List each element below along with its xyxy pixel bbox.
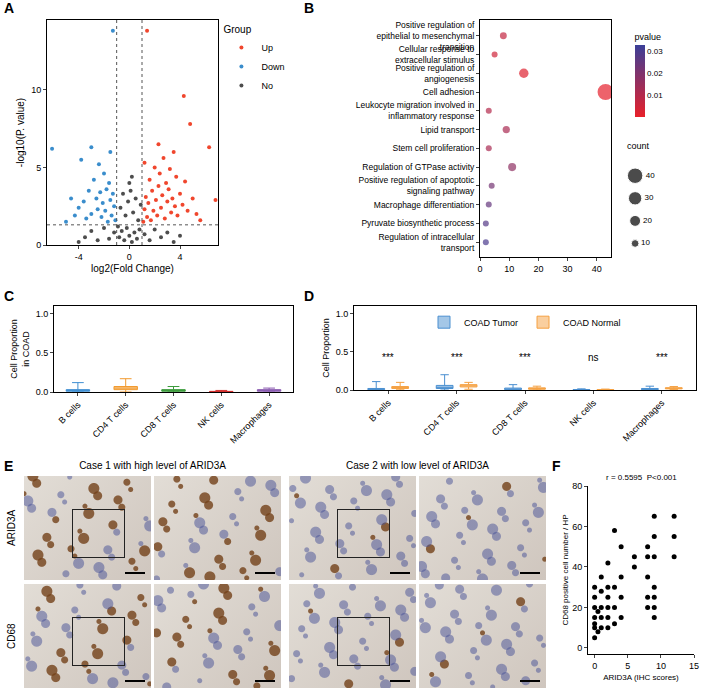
svg-text:Up: Up	[261, 43, 273, 53]
svg-text:10: 10	[656, 661, 666, 671]
svg-text:Cell Proportionin COAD: Cell Proportionin COAD	[9, 319, 31, 379]
html-text:B: B	[304, 0, 315, 16]
svg-text:-4: -4	[75, 252, 83, 262]
svg-text:Cellular response toextracellu: Cellular response toextracellular stimul…	[395, 44, 475, 65]
svg-text:1.0: 1.0	[336, 309, 349, 319]
svg-text:CD4 T cells: CD4 T cells	[91, 399, 131, 439]
svg-text:Group: Group	[223, 24, 251, 35]
html-text:F: F	[552, 458, 561, 474]
svg-text:10: 10	[31, 85, 41, 95]
svg-text:0.5: 0.5	[336, 347, 349, 357]
svg-text:40: 40	[592, 264, 602, 274]
svg-text:80: 80	[572, 481, 582, 491]
svg-text:60: 60	[572, 522, 582, 532]
svg-text:0.03: 0.03	[647, 47, 663, 56]
svg-text:Positive regulation ofangiogen: Positive regulation ofangiogenesis	[395, 63, 475, 84]
svg-text:40: 40	[646, 171, 655, 180]
svg-text:Regulation of GTPase activity: Regulation of GTPase activity	[362, 162, 475, 172]
svg-text:0.5: 0.5	[36, 348, 49, 358]
svg-text:B cells: B cells	[367, 397, 393, 423]
svg-text:0: 0	[477, 264, 482, 274]
svg-text:0: 0	[592, 661, 597, 671]
svg-text:***: ***	[451, 352, 463, 363]
svg-text:10: 10	[641, 238, 650, 247]
svg-text:log2(Fold Change): log2(Fold Change)	[91, 263, 174, 274]
svg-text:Stem cell proliferation: Stem cell proliferation	[393, 143, 475, 153]
svg-text:40: 40	[572, 562, 582, 572]
svg-text:CD8 T cells: CD8 T cells	[138, 399, 178, 439]
svg-text:CD8 T cells: CD8 T cells	[490, 397, 530, 437]
svg-text:20: 20	[643, 216, 652, 225]
svg-text:NK cells: NK cells	[195, 399, 226, 430]
html-text:Case 1 with high level of ARID: Case 1 with high level of ARID3A	[79, 460, 226, 471]
svg-text:0: 0	[36, 240, 41, 250]
svg-text:Leukocyte migration involved i: Leukocyte migration involved ininflammat…	[356, 100, 475, 121]
svg-text:No: No	[261, 81, 273, 91]
svg-text:-log10(P. value): -log10(P. value)	[15, 98, 26, 167]
svg-text:0.01: 0.01	[647, 91, 663, 100]
svg-text:Macrophages: Macrophages	[621, 397, 667, 443]
svg-text:Positive regulation ofepitheli: Positive regulation ofepithelial to mese…	[376, 20, 474, 52]
svg-text:NK cells: NK cells	[568, 397, 599, 428]
svg-text:Macrophages: Macrophages	[228, 399, 274, 445]
svg-text:Regulation of intracellulartra: Regulation of intracellulartransport	[378, 232, 475, 253]
html-text:D: D	[304, 288, 315, 304]
svg-text:5: 5	[625, 661, 630, 671]
svg-text:4: 4	[177, 252, 182, 262]
html-text:C: C	[4, 288, 15, 304]
svg-text:***: ***	[382, 352, 394, 363]
svg-text:r = 0.5595 P<0.001: r = 0.5595 P<0.001	[606, 473, 677, 482]
svg-text:20: 20	[572, 603, 582, 613]
svg-text:0: 0	[577, 643, 582, 653]
svg-text:Cell Proportion: Cell Proportion	[321, 318, 331, 378]
svg-text:***: ***	[656, 352, 668, 363]
svg-text:Down: Down	[261, 62, 284, 72]
svg-text:pvalue: pvalue	[635, 32, 662, 42]
html-text:ARID3A: ARID3A	[6, 509, 17, 547]
svg-text:0.0: 0.0	[36, 387, 49, 397]
svg-text:***: ***	[519, 352, 531, 363]
html-text:Case 2 with low level of ARID3: Case 2 with low level of ARID3A	[346, 460, 489, 471]
html-text:A: A	[4, 0, 15, 16]
svg-text:15: 15	[689, 661, 699, 671]
svg-text:1.0: 1.0	[36, 309, 49, 319]
svg-text:0.0: 0.0	[336, 385, 349, 395]
svg-text:20: 20	[533, 264, 543, 274]
svg-text:ARID3A (IHC scores): ARID3A (IHC scores)	[603, 673, 679, 682]
svg-text:0.02: 0.02	[647, 69, 663, 78]
svg-text:Pyruvate biosynthetic process: Pyruvate biosynthetic process	[361, 218, 474, 228]
svg-text:CD4 T cells: CD4 T cells	[421, 397, 461, 437]
svg-text:30: 30	[563, 264, 573, 274]
svg-text:10: 10	[504, 264, 514, 274]
svg-text:Cell adhesion: Cell adhesion	[423, 87, 475, 97]
html-text:E: E	[4, 458, 14, 474]
svg-text:0: 0	[127, 252, 132, 262]
svg-text:CD68 positive cell number / HP: CD68 positive cell number / HP	[561, 514, 570, 625]
svg-text:30: 30	[644, 193, 653, 202]
html-text:CD68: CD68	[6, 623, 17, 649]
svg-text:Positive regulation of apoptot: Positive regulation of apoptoticsignalin…	[359, 175, 476, 196]
svg-text:Lipid transport: Lipid transport	[420, 125, 475, 135]
svg-text:ns: ns	[588, 352, 599, 363]
svg-text:COAD Tumor: COAD Tumor	[464, 318, 518, 328]
svg-text:B cells: B cells	[57, 399, 83, 425]
svg-text:Macrophage differentiation: Macrophage differentiation	[374, 200, 475, 210]
svg-text:COAD Normal: COAD Normal	[563, 318, 621, 328]
svg-text:count: count	[627, 141, 650, 151]
svg-text:5: 5	[36, 163, 41, 173]
